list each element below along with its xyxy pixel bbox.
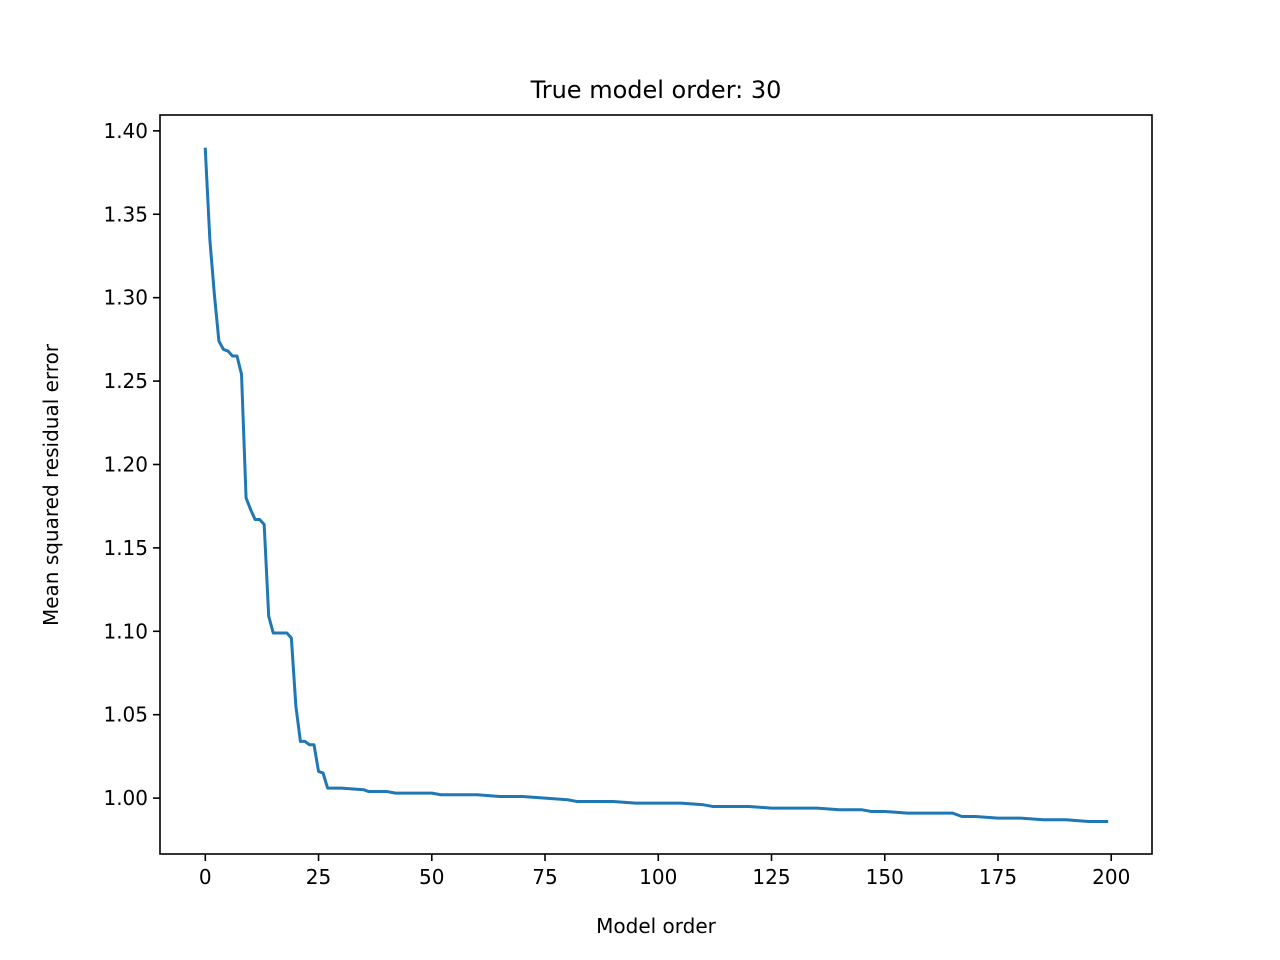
- x-tick-label: 125: [752, 865, 790, 889]
- x-tick-label: 150: [866, 865, 904, 889]
- x-axis-label: Model order: [596, 914, 717, 938]
- y-tick-label: 1.25: [103, 369, 148, 393]
- y-tick-label: 1.35: [103, 202, 148, 226]
- plot-area: [203, 147, 1109, 823]
- x-tick-label: 75: [532, 865, 557, 889]
- x-tick-label: 0: [199, 865, 212, 889]
- y-tick-label: 1.40: [103, 119, 148, 143]
- y-axis: 1.00 1.05 1.10 1.15 1.20 1.25 1.30 1.35 1.40: [103, 119, 160, 810]
- plot-frame: [159, 114, 1153, 855]
- y-tick-label: 1.30: [103, 286, 148, 310]
- y-tick-label: 1.20: [103, 452, 148, 476]
- x-tick-label: 25: [306, 865, 331, 889]
- x-axis: 0 25 50 75 100 125 150 175 200: [199, 854, 1130, 889]
- y-tick-label: 1.00: [103, 786, 148, 810]
- y-tick-label: 1.15: [103, 536, 148, 560]
- y-tick-label: 1.10: [103, 619, 148, 643]
- x-tick-label: 175: [979, 865, 1017, 889]
- x-tick-label: 50: [419, 865, 444, 889]
- series-line-0: [203, 147, 1109, 823]
- chart-title: True model order: 30: [530, 76, 782, 104]
- y-tick-label: 1.05: [103, 703, 148, 727]
- y-axis-label: Mean squared residual error: [39, 343, 63, 626]
- x-tick-label: 200: [1092, 865, 1130, 889]
- x-tick-label: 100: [639, 865, 677, 889]
